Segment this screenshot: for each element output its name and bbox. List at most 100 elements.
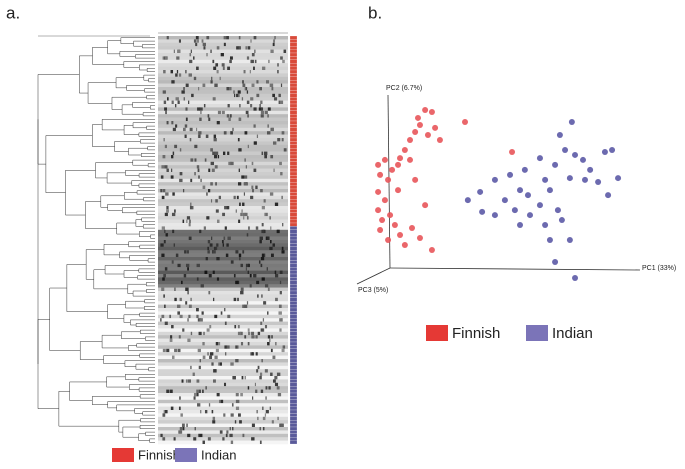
gel-band <box>234 325 237 329</box>
gel-band <box>256 80 259 84</box>
gel-band <box>278 93 281 98</box>
strip-cell <box>289 358 298 363</box>
gel-band <box>260 257 265 261</box>
gel-band <box>233 195 236 200</box>
gel-band <box>254 382 256 387</box>
gel-band <box>276 229 280 234</box>
gel-band <box>264 325 268 329</box>
gel-band <box>199 107 203 111</box>
gel-band <box>264 413 267 417</box>
dendro-branch <box>123 61 155 68</box>
dendro-branch <box>138 433 150 441</box>
gel-band <box>174 297 177 302</box>
gel-band <box>212 416 216 421</box>
gel-band <box>188 236 192 240</box>
gel-lane <box>158 427 288 431</box>
gel-lane <box>158 416 288 421</box>
strip-cell <box>289 93 298 98</box>
gel-band <box>267 236 270 240</box>
gel-band <box>189 206 193 210</box>
gel-band <box>212 250 216 254</box>
dendro-branch <box>138 268 155 273</box>
gel-band <box>203 46 206 50</box>
axis-label: PC2 (6.7%) <box>386 85 422 92</box>
gel-band <box>247 46 251 50</box>
dendro-branch <box>147 146 155 151</box>
point <box>401 146 408 153</box>
gel-band <box>166 209 169 213</box>
strip-cell <box>289 362 298 366</box>
gel-band <box>229 87 232 91</box>
strip-cell <box>289 263 298 268</box>
gel-band <box>279 100 284 104</box>
gel-band <box>210 182 213 186</box>
gel-band <box>270 253 274 257</box>
gel-band <box>261 359 263 363</box>
strip-cell <box>289 345 298 349</box>
gel-band <box>166 121 169 125</box>
gel-band <box>266 131 271 135</box>
gel-lane <box>158 56 288 61</box>
gel-band <box>255 389 258 393</box>
dendro-branch <box>131 180 155 186</box>
gel-band <box>246 56 250 60</box>
gel-lane <box>158 376 288 380</box>
gel-lane <box>158 36 288 40</box>
gel-band <box>189 219 191 223</box>
gel-band <box>282 223 284 227</box>
gel-band <box>259 104 261 108</box>
gel-band <box>167 97 169 101</box>
gel-band <box>250 195 254 200</box>
gel-band <box>238 168 240 172</box>
gel-band <box>241 97 244 101</box>
gel-band <box>268 59 270 64</box>
gel-band <box>177 348 181 353</box>
gel-band <box>199 433 203 438</box>
point <box>462 119 469 126</box>
strip-cell <box>289 297 298 302</box>
gel-band <box>241 376 244 380</box>
strip-cell <box>289 46 298 50</box>
point <box>401 242 408 249</box>
strip-cell <box>289 280 298 285</box>
point <box>605 192 612 199</box>
dendro-branch <box>37 319 59 409</box>
gel-band <box>161 314 165 319</box>
gel-band <box>185 301 188 305</box>
gel-band <box>262 66 266 70</box>
gel-lane <box>158 260 288 265</box>
gel-band <box>226 430 229 434</box>
strip-cell <box>289 141 298 145</box>
gel-band <box>174 348 178 353</box>
gel-band <box>254 49 256 53</box>
gel-lane <box>158 311 288 316</box>
gel-band <box>275 297 278 302</box>
gel-lane <box>158 250 288 254</box>
gel-band <box>173 437 176 441</box>
gel-band <box>251 83 255 87</box>
strip-cell <box>289 151 298 156</box>
dendro-branch <box>107 304 126 319</box>
strip-cell <box>289 178 298 183</box>
strip-cell <box>289 205 298 210</box>
gel-band <box>229 56 233 60</box>
gel-band <box>271 335 273 339</box>
gel-lane <box>158 362 288 367</box>
gel-band <box>263 199 266 203</box>
gel-band <box>201 39 204 43</box>
point <box>428 109 435 116</box>
strip-cell <box>289 120 298 125</box>
dendro-branch <box>85 249 105 280</box>
gel-image <box>38 32 288 445</box>
gel-band <box>247 342 250 346</box>
dendro-branch <box>125 374 155 380</box>
gel-band <box>251 331 255 336</box>
gel-band <box>185 83 189 87</box>
gel-band <box>185 379 188 383</box>
axis-pc1 <box>389 267 641 271</box>
gel-band <box>211 236 213 240</box>
axis-label: PC1 (33%) <box>642 265 676 272</box>
point <box>542 176 549 183</box>
gel-lane <box>158 423 288 428</box>
dendro-branch <box>148 78 155 83</box>
